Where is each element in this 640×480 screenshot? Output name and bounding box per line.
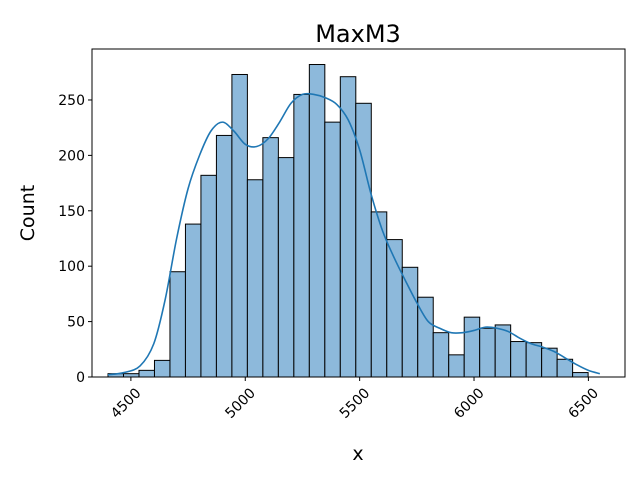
histogram-bar xyxy=(169,271,186,378)
y-axis-label: Count xyxy=(17,185,39,241)
histogram-bar xyxy=(479,327,496,378)
x-tick-label: 4500 xyxy=(108,385,145,422)
histogram-bar xyxy=(138,369,155,378)
x-tick-label: 6000 xyxy=(451,385,488,422)
histogram-bar xyxy=(572,372,589,378)
histogram-bar xyxy=(401,266,419,378)
y-tick-label: 0 xyxy=(76,370,85,386)
y-tick-label: 250 xyxy=(58,93,85,109)
kde-layer xyxy=(107,92,601,376)
histogram-bar xyxy=(556,358,574,378)
histogram-bar xyxy=(463,316,481,378)
histogram-bar xyxy=(293,93,310,378)
plot-frame xyxy=(91,48,626,378)
histogram-bar xyxy=(525,342,543,378)
x-tick-label: 6500 xyxy=(565,385,602,422)
chart-title: MaxM3 xyxy=(315,20,401,48)
histogram-bar xyxy=(215,134,233,378)
y-tick-label: 150 xyxy=(58,204,85,220)
histogram-bar xyxy=(200,174,217,378)
y-ticks: 0 50 100 150 200 250 xyxy=(58,93,92,386)
y-tick-label: 200 xyxy=(58,148,85,164)
x-axis-label: x xyxy=(352,443,363,465)
kde-curve xyxy=(107,92,601,376)
x-tick-label: 5000 xyxy=(222,385,259,422)
histogram-bar xyxy=(246,179,264,378)
histogram-bar xyxy=(324,121,341,378)
x-ticks: 4500 5000 5500 6000 6500 xyxy=(108,377,602,422)
histogram-bar xyxy=(339,76,357,378)
y-tick-label: 50 xyxy=(67,315,85,331)
histogram-bar xyxy=(262,137,279,378)
histogram-bar xyxy=(494,324,512,378)
histogram-bar xyxy=(448,354,465,378)
histogram-bar xyxy=(308,64,326,378)
histogram-bar xyxy=(184,223,202,378)
histogram-bar xyxy=(277,157,295,378)
histogram-bar xyxy=(231,73,248,378)
histogram-bar xyxy=(153,359,171,378)
y-tick-label: 100 xyxy=(58,259,85,275)
histogram-bar xyxy=(432,332,450,378)
x-tick-label: 5500 xyxy=(337,385,374,422)
histogram-bar xyxy=(510,341,527,378)
